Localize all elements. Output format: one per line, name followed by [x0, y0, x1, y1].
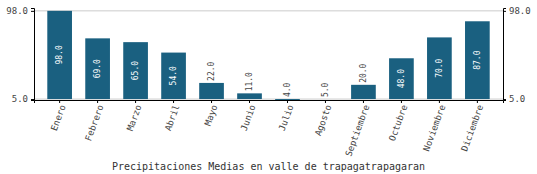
x-tick-label: Marzo — [125, 103, 144, 132]
data-label: 65.0 — [131, 61, 140, 80]
bar — [237, 93, 262, 99]
data-label: 20.0 — [359, 63, 368, 82]
bar — [85, 38, 110, 99]
x-tick-label: Febrero — [83, 103, 105, 142]
bar — [465, 21, 490, 99]
bar — [275, 99, 300, 100]
x-tick: Octubre — [387, 100, 409, 142]
x-tick-label: Septiembre — [343, 103, 371, 157]
x-tick-label: Diciembre — [459, 103, 485, 152]
data-label: 22.0 — [207, 61, 216, 80]
x-tick-label: Noviembre — [421, 103, 447, 152]
grid — [34, 11, 503, 99]
bar — [123, 42, 148, 99]
y-tick-label-right: 5.0 — [509, 94, 525, 104]
data-labels: 98.0 69.0 65.0 54.0 22.0 11.0 4.0 5.0 20.0 48.0 70… — [55, 45, 482, 97]
x-tick-label: Octubre — [387, 103, 409, 142]
x-tick-mark — [439, 100, 440, 103]
y-tick-mark-right — [503, 99, 506, 100]
data-label: 4.0 — [283, 82, 292, 97]
x-tick: Junio — [239, 100, 258, 132]
y-axis-right: 5.0 98.0 — [503, 6, 531, 104]
x-tick: Mayo — [203, 100, 220, 127]
bar — [351, 85, 376, 99]
x-tick-mark — [135, 100, 136, 103]
bar — [389, 58, 414, 99]
data-label: 54.0 — [169, 66, 178, 85]
bar — [161, 53, 186, 99]
y-tick-mark-right — [503, 11, 506, 12]
plot: Enero Febrero Marzo Abril Mayo Junio Julio Agos… — [6, 6, 530, 157]
y-tick-right: 5.0 — [503, 94, 525, 104]
x-tick: Diciembre — [459, 100, 485, 153]
y-tick-right: 98.0 — [503, 6, 531, 16]
x-tick: Julio — [277, 100, 296, 132]
x-tick: Noviembre — [421, 100, 447, 153]
x-tick-label: Abril — [163, 103, 182, 132]
x-tick-mark — [211, 100, 212, 103]
y-tick-left: 98.0 — [6, 6, 34, 16]
x-tick: Marzo — [125, 100, 144, 132]
x-tick-mark — [249, 100, 250, 103]
x-axis-line — [35, 101, 504, 104]
x-tick-mark — [59, 100, 60, 103]
y-tick-mark-left — [31, 99, 34, 100]
y-tick-mark-left — [31, 11, 34, 12]
bar — [427, 37, 452, 99]
y-tick-label-left: 5.0 — [12, 94, 28, 104]
x-tick: Agosto — [313, 100, 334, 137]
grid-line — [34, 10, 503, 11]
x-tick: Abril — [163, 100, 182, 132]
y-tick-label-right: 98.0 — [509, 6, 531, 16]
x-tick: Enero — [49, 100, 68, 132]
data-label: 69.0 — [93, 59, 102, 78]
data-label: 87.0 — [473, 50, 482, 69]
bar — [199, 83, 224, 99]
data-label: 70.0 — [435, 58, 444, 77]
bar — [47, 11, 72, 99]
data-label: 11.0 — [245, 72, 254, 91]
x-tick-label: Enero — [49, 103, 68, 132]
x-tick-label: Agosto — [313, 103, 334, 137]
x-tick-mark — [401, 100, 402, 103]
y-tick-label-left: 98.0 — [6, 6, 28, 16]
x-tick: Febrero — [83, 100, 105, 142]
x-tick-label: Julio — [277, 103, 296, 132]
x-tick-mark — [477, 100, 478, 103]
x-tick-mark — [287, 100, 288, 103]
x-tick-label: Junio — [239, 103, 258, 132]
bars — [47, 11, 489, 100]
x-axis: Enero Febrero Marzo Abril Mayo Junio Julio Agos… — [35, 100, 504, 158]
x-tick-mark — [363, 100, 364, 103]
data-label: 48.0 — [397, 69, 406, 88]
y-axis-line-right — [504, 9, 507, 101]
chart-container: Enero Febrero Marzo Abril Mayo Junio Julio Agos… — [0, 0, 537, 174]
bar — [313, 99, 338, 100]
x-tick-label: Mayo — [203, 103, 220, 127]
chart-svg: Enero Febrero Marzo Abril Mayo Junio Julio Agos… — [0, 0, 537, 174]
y-axis-left: 5.0 98.0 — [6, 6, 34, 104]
x-tick: Septiembre — [343, 100, 371, 158]
y-axis-line-left — [31, 9, 35, 101]
data-label: 5.0 — [321, 82, 330, 97]
x-tick-mark — [173, 100, 174, 103]
chart-title: Precipitaciones Medias en valle de trapa… — [112, 161, 425, 172]
data-label: 98.0 — [55, 45, 64, 64]
x-tick-mark — [325, 100, 326, 103]
x-tick-mark — [97, 100, 98, 103]
y-tick-left: 5.0 — [12, 94, 34, 104]
